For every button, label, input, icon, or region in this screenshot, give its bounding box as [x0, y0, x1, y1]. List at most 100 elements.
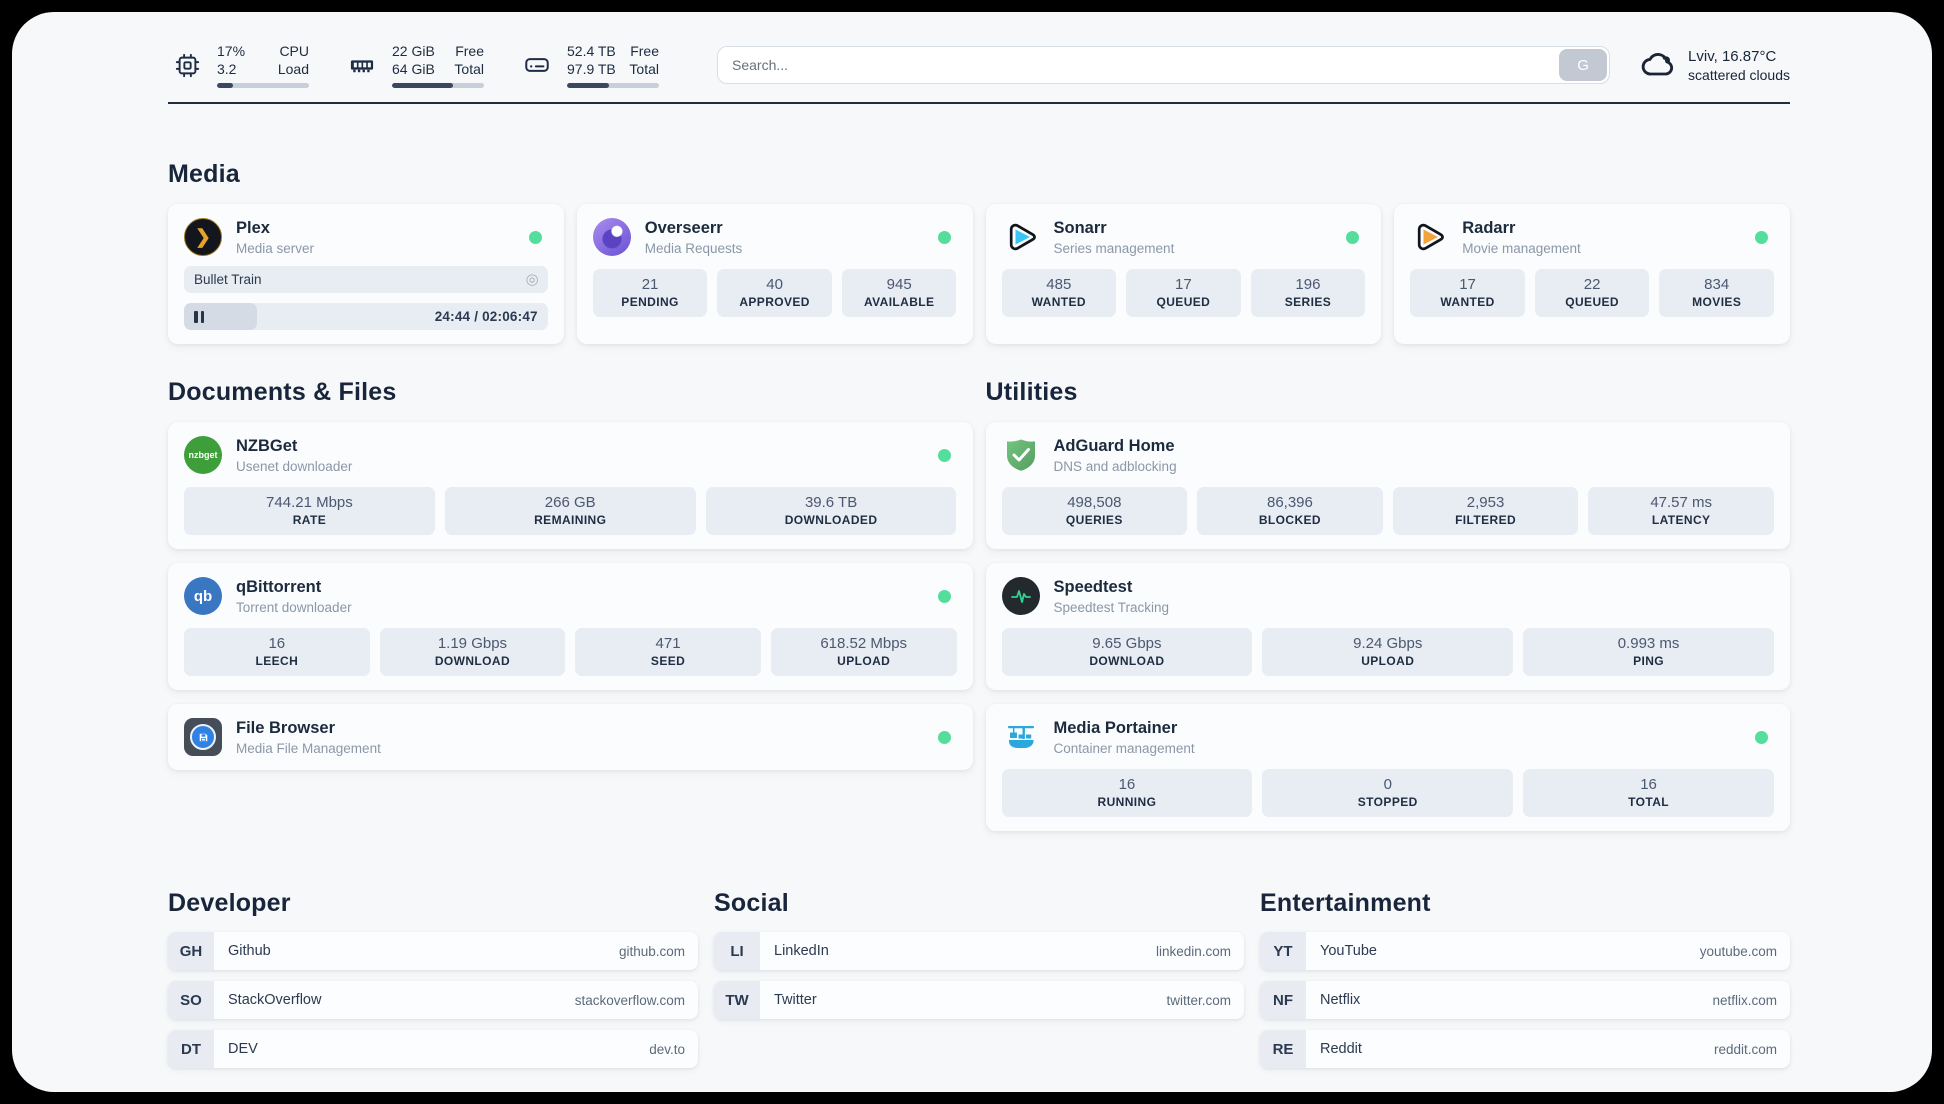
stat-queries: 498,508 QUERIES [1001, 487, 1188, 536]
playback-time: 24:44 / 02:06:47 [434, 309, 538, 325]
app-name: NZBGet [236, 436, 298, 455]
app-name: Plex [236, 218, 270, 237]
status-online-dot [937, 448, 951, 462]
disk-total-label: Total [629, 61, 659, 78]
bookmark-dev[interactable]: DT DEV dev.to [168, 1030, 698, 1069]
app-card-plex[interactable]: ❯ Plex Media server Bullet Train ◎ 24:44… [168, 204, 564, 345]
stat-blocked: 86,396 BLOCKED [1197, 487, 1383, 536]
app-card-qbittorrent[interactable]: qb qBittorrent Torrent downloader 16 LEEC… [168, 563, 973, 691]
stat-download: 1.19 Gbps DOWNLOAD [379, 628, 566, 677]
disk-progress-fill [567, 83, 610, 89]
memory-total-label: Total [454, 61, 484, 78]
bookmark-linkedin[interactable]: LI LinkedIn linkedin.com [714, 932, 1244, 971]
ram-icon [343, 46, 381, 84]
cpu-load-value: 3.2 [217, 61, 237, 78]
now-playing-title: Bullet Train [194, 272, 262, 288]
app-desc: Torrent downloader [236, 599, 352, 615]
app-desc: Media File Management [236, 740, 381, 756]
app-desc: Media server [236, 240, 315, 256]
weather-location-temp: Lviv, 16.87°C [1688, 47, 1777, 65]
stat-approved: 40 APPROVED [717, 269, 832, 318]
disk-total-value: 97.9 TB [567, 61, 616, 78]
overseerr-icon [592, 218, 631, 257]
stat-latency: 47.57 ms LATENCY [1588, 487, 1774, 536]
stat-wanted: 485 WANTED [1001, 269, 1117, 318]
app-card-sonarr[interactable]: Sonarr Series management 485 WANTED 17 QUE… [985, 204, 1382, 345]
app-name: qBittorrent [236, 577, 322, 596]
app-card-portainer[interactable]: Media Portainer Container management 16 R… [985, 704, 1790, 832]
disk-metric: 52.4 TB Free 97.9 TB Total [518, 42, 659, 89]
section-title-media: Media [168, 160, 240, 189]
cpu-icon [168, 46, 206, 84]
portainer-icon [1002, 718, 1040, 756]
bookmark-reddit[interactable]: RE Reddit reddit.com [1260, 1030, 1790, 1069]
now-playing-bar[interactable]: Bullet Train ◎ [184, 266, 548, 294]
stat-leech: 16 LEECH [184, 628, 370, 677]
bookmark-stackoverflow[interactable]: SO StackOverflow stackoverflow.com [168, 981, 698, 1020]
disk-progress-track [567, 83, 659, 89]
top-bar: 17% CPU 3.2 Load 22 GiB Free 64 GiB Total [168, 42, 1790, 89]
stat-running: 16 RUNNING [1001, 769, 1253, 818]
twitter-icon: TW [714, 981, 760, 1020]
status-online-dot [937, 589, 951, 603]
status-online-dot [1755, 230, 1768, 244]
status-online-dot [1755, 730, 1768, 744]
section-title-developer: Developer [168, 889, 291, 918]
cloud-icon [1640, 47, 1676, 83]
pause-button[interactable] [194, 310, 204, 323]
plex-icon: ❯ [184, 218, 222, 257]
disk-icon [518, 46, 556, 84]
stat-upload: 9.24 Gbps UPLOAD [1262, 628, 1514, 677]
app-card-nzbget[interactable]: nzbget NZBGet Usenet downloader 744.21 M… [168, 422, 973, 550]
app-card-adguard[interactable]: AdGuard Home DNS and adblocking 498,508 Q… [985, 422, 1790, 550]
reddit-icon: RE [1260, 1030, 1306, 1069]
memory-progress-fill [392, 83, 453, 89]
section-title-social: Social [714, 889, 789, 918]
app-name: Sonarr [1053, 218, 1107, 237]
app-card-radarr[interactable]: Radarr Movie management 17 WANTED 22 QUEUE… [1394, 204, 1790, 345]
app-desc: Usenet downloader [236, 458, 353, 474]
linkedin-icon: LI [714, 932, 760, 971]
app-name: Overseerr [644, 218, 723, 237]
search-input[interactable] [717, 46, 1611, 85]
weather-widget: Lviv, 16.87°C scattered clouds [1640, 47, 1790, 83]
app-card-overseerr[interactable]: Overseerr Media Requests 21 PENDING 40 APP… [576, 204, 973, 345]
app-card-speedtest[interactable]: Speedtest Speedtest Tracking 9.65 Gbps DO… [985, 563, 1790, 691]
cpu-metric: 17% CPU 3.2 Load [168, 42, 309, 89]
memory-free-value: 22 GiB [392, 43, 435, 59]
bookmark-github[interactable]: GH Github github.com [168, 932, 698, 971]
app-name: File Browser [236, 718, 336, 737]
speedtest-icon [1001, 577, 1040, 616]
app-desc: Movie management [1462, 240, 1581, 256]
stat-stopped: 0 STOPPED [1262, 769, 1514, 818]
adguard-icon [1002, 436, 1040, 474]
memory-free-label: Free [455, 43, 484, 59]
section-social: Social LI LinkedIn linkedin.com TW Twitt… [714, 889, 1244, 1068]
section-entertainment: Entertainment YT YouTube youtube.com NF … [1260, 889, 1790, 1069]
playback-progress-bar[interactable]: 24:44 / 02:06:47 [184, 303, 548, 331]
stat-series: 196 SERIES [1250, 269, 1366, 318]
status-online-dot [528, 230, 542, 244]
load-label: Load [277, 61, 309, 78]
memory-metric: 22 GiB Free 64 GiB Total [343, 42, 484, 89]
sonarr-icon [1002, 218, 1040, 256]
stat-remaining: 266 GB REMAINING [444, 487, 696, 536]
section-title-documents: Documents & Files [168, 378, 397, 407]
cpu-label: CPU [279, 43, 309, 59]
stat-upload: 618.52 Mbps UPLOAD [770, 628, 957, 677]
stat-download: 9.65 Gbps DOWNLOAD [1001, 628, 1253, 677]
qbittorrent-icon: qb [184, 577, 222, 616]
search-engine-button[interactable]: G [1559, 49, 1608, 82]
app-card-filebrowser[interactable]: File Browser Media File Management [168, 704, 973, 771]
stackoverflow-icon: SO [168, 981, 214, 1020]
bookmark-twitter[interactable]: TW Twitter twitter.com [714, 981, 1244, 1020]
youtube-icon: YT [1260, 932, 1306, 971]
stat-rate: 744.21 Mbps RATE [184, 487, 435, 536]
app-desc: Speedtest Tracking [1053, 599, 1170, 615]
stat-total: 16 TOTAL [1523, 769, 1774, 818]
bookmark-youtube[interactable]: YT YouTube youtube.com [1260, 932, 1790, 971]
app-desc: Media Requests [644, 240, 743, 256]
weather-condition: scattered clouds [1688, 66, 1790, 83]
stat-queued: 17 QUEUED [1126, 269, 1241, 318]
bookmark-netflix[interactable]: NF Netflix netflix.com [1260, 981, 1790, 1020]
